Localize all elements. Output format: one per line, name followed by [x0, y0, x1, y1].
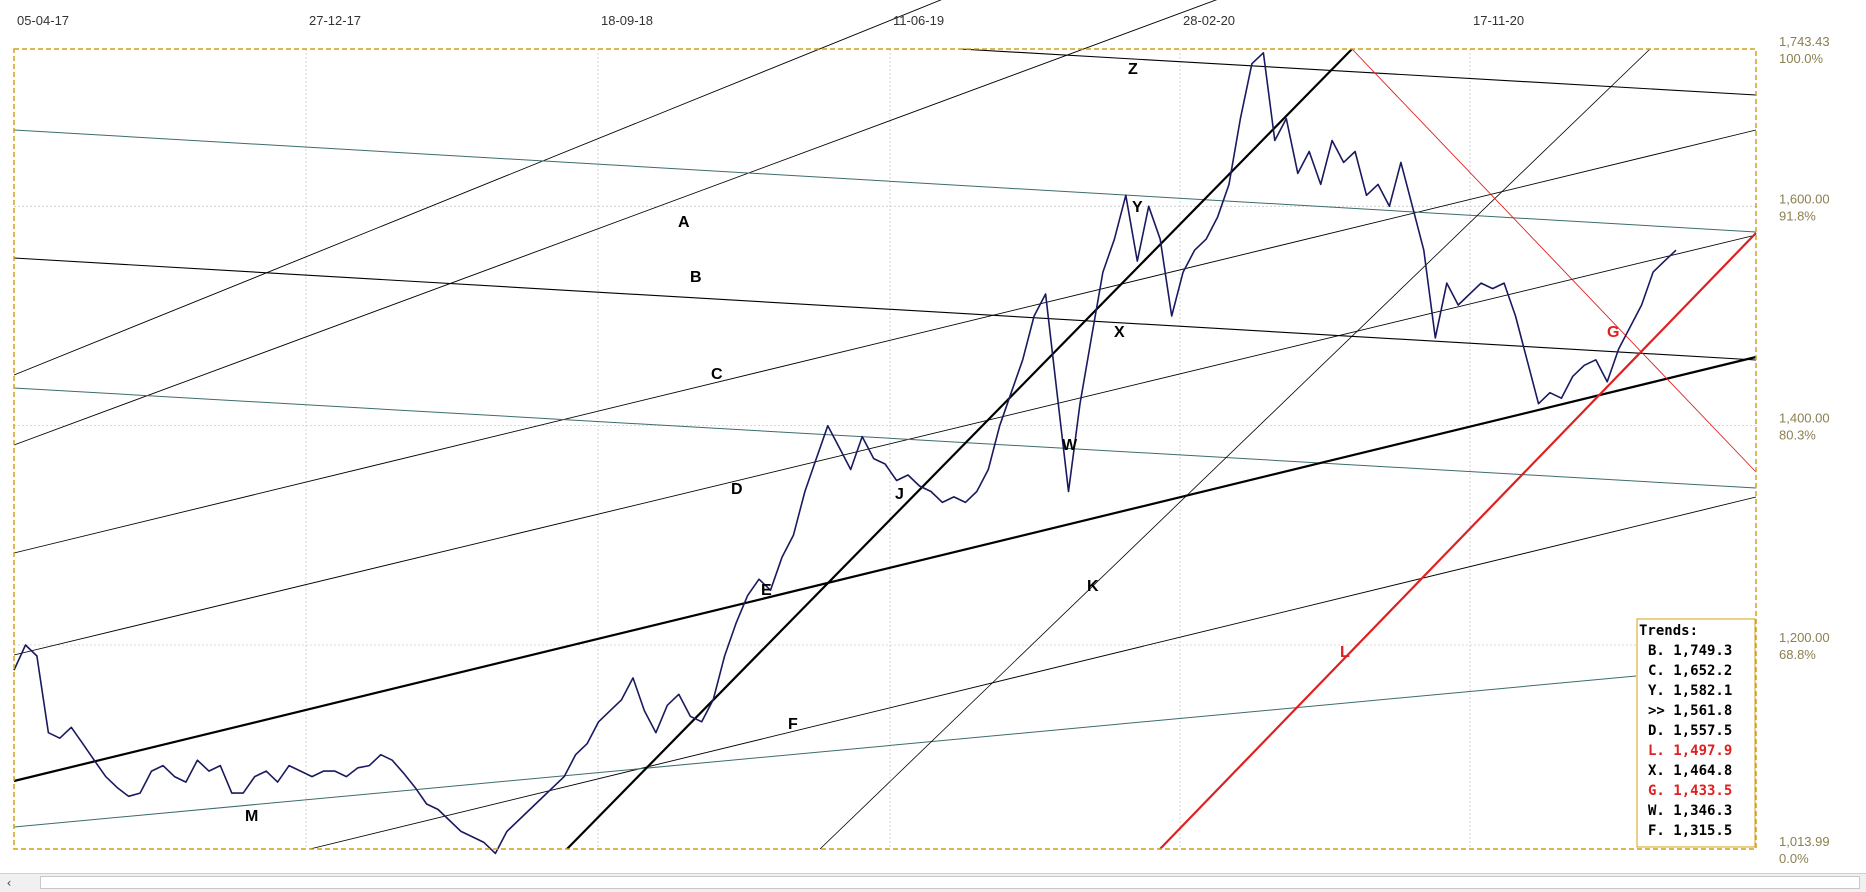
trend-line: [1351, 48, 1757, 473]
trend-line: [13, 129, 1757, 554]
trends-item: D. 1,557.5: [1648, 723, 1732, 739]
y-percent-label: 80.3%: [1779, 428, 1816, 443]
y-tick-label: 1,400.00: [1779, 411, 1830, 426]
trend-line: [13, 257, 1757, 361]
line-label-g: G: [1607, 324, 1619, 341]
trend-line: [1159, 232, 1757, 850]
y-tick-label: 1,743.43: [1779, 34, 1830, 49]
trends-item: >> 1,561.8: [1648, 703, 1732, 719]
trend-line: [13, 0, 1218, 446]
trends-item: F. 1,315.5: [1648, 823, 1732, 839]
line-label-y: Y: [1132, 199, 1143, 216]
line-label-d: D: [731, 481, 743, 498]
y-percent-label: 91.8%: [1779, 208, 1816, 223]
price-line: [13, 51, 1677, 855]
trends-title: Trends:: [1639, 623, 1698, 639]
horizontal-scrollbar[interactable]: ‹: [0, 873, 1866, 892]
line-label-l: L: [1340, 644, 1350, 661]
x-tick-label: 11-06-19: [893, 13, 944, 28]
scroll-left-arrow-icon[interactable]: ‹: [6, 876, 12, 890]
line-label-c: C: [711, 366, 723, 383]
trend-line: [13, 675, 1637, 828]
trend-line: [13, 387, 1757, 489]
x-tick-label: 05-04-17: [17, 13, 69, 28]
y-tick-label: 1,013.99: [1779, 834, 1830, 849]
x-tick-label: 18-09-18: [601, 13, 653, 28]
line-label-e: E: [761, 582, 772, 599]
y-percent-label: 68.8%: [1779, 647, 1816, 662]
trends-item: X. 1,464.8: [1648, 763, 1732, 779]
plot-frame: [13, 48, 1757, 850]
trend-lines: [13, 0, 1757, 850]
y-tick-label: 1,200.00: [1779, 630, 1830, 645]
trend-line: [819, 48, 1651, 850]
trends-legend-box: [1636, 618, 1756, 848]
line-label-j: J: [895, 486, 904, 503]
chart-svg: 05-04-17 27-12-17 18-09-18 11-06-19 28-02-20…: [13, 0, 1830, 866]
trends-item: L. 1,497.9: [1648, 743, 1732, 759]
trend-line: [566, 48, 1353, 850]
trends-item: G. 1,433.5: [1648, 783, 1732, 799]
price-series: [13, 51, 1677, 855]
line-label-a: A: [678, 214, 690, 231]
trend-line: [13, 355, 1757, 783]
trend-line-labels: A B C D E F G J K L M W X Y Z: [245, 61, 1619, 825]
trends-item: B. 1,749.3: [1648, 643, 1732, 659]
trends-item: Y. 1,582.1: [1648, 683, 1732, 699]
x-axis-labels: 05-04-17 27-12-17 18-09-18 11-06-19 28-02-20…: [17, 13, 1524, 28]
x-tick-label: 17-11-20: [1473, 13, 1524, 28]
grid: [14, 49, 1756, 849]
line-label-f: F: [788, 716, 798, 733]
line-label-x: X: [1114, 324, 1125, 341]
line-label-z: Z: [1128, 61, 1138, 78]
trends-item: W. 1,346.3: [1648, 803, 1732, 819]
y-tick-label: 1,600.00: [1779, 191, 1830, 206]
line-label-k: K: [1087, 578, 1099, 595]
y-percent-label: 0.0%: [1779, 851, 1809, 866]
line-label-w: W: [1062, 437, 1078, 454]
line-label-m: M: [245, 808, 258, 825]
trend-line: [13, 234, 1757, 656]
y-percent-label: 100.0%: [1779, 51, 1824, 66]
trends-item: C. 1,652.2: [1648, 663, 1732, 679]
x-tick-label: 28-02-20: [1183, 13, 1235, 28]
trend-line: [13, 0, 942, 376]
trend-line: [309, 496, 1757, 850]
scrollbar-thumb[interactable]: [40, 876, 1860, 889]
trend-line: [13, 129, 1757, 233]
x-tick-label: 27-12-17: [309, 13, 361, 28]
line-label-b: B: [690, 269, 702, 286]
y-axis-labels: 1,743.43 100.0% 1,600.00 91.8% 1,400.00 80.3%…: [1779, 34, 1830, 866]
trend-line: [959, 48, 1757, 96]
trends-legend: Trends: B. 1,749.3 C. 1,652.2 Y. 1,582.1 >>…: [1636, 618, 1756, 848]
